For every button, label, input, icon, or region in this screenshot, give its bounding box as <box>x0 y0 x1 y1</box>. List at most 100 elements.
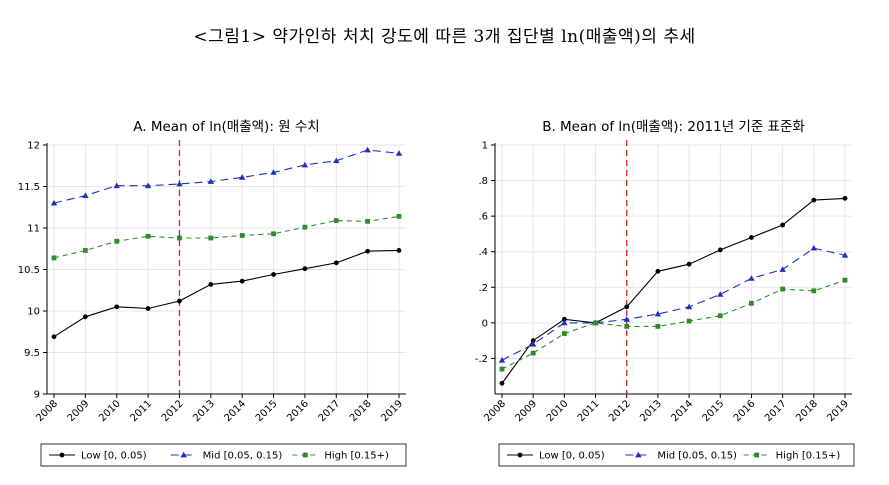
data-point-mid <box>654 310 662 317</box>
y-tick-label: .8 <box>478 176 488 187</box>
data-point-low <box>530 338 536 344</box>
data-point-high <box>239 233 245 238</box>
series-line-mid <box>53 149 400 204</box>
data-point-high <box>561 331 567 336</box>
x-tick-label: 2017 <box>763 398 789 424</box>
data-point-high <box>333 218 339 223</box>
data-point-high <box>208 235 214 241</box>
y-tick-label: 10.5 <box>18 265 40 276</box>
legend-marker-low <box>59 452 65 458</box>
data-point-high <box>749 300 754 306</box>
y-tick-label: .6 <box>478 212 488 223</box>
chart-title: B. Mean of ln(매출액): 2011년 기준 표준화 <box>542 119 805 135</box>
data-point-high <box>396 213 402 219</box>
data-point-high <box>177 235 182 241</box>
data-point-high <box>145 233 151 239</box>
data-point-low <box>780 222 786 228</box>
y-tick-label: 0 <box>482 318 488 329</box>
y-tick-label: 9.5 <box>24 348 40 359</box>
legend-marker-high <box>754 452 760 458</box>
data-point-low <box>271 272 276 277</box>
y-tick-label: 9 <box>34 390 40 401</box>
legend-marker-high <box>302 452 308 458</box>
data-point-low <box>365 248 371 254</box>
data-point-low <box>561 316 567 322</box>
data-point-high <box>499 366 505 372</box>
data-point-high <box>82 248 88 253</box>
data-point-high <box>114 238 120 244</box>
data-point-low <box>177 298 182 304</box>
data-point-mid <box>144 182 152 189</box>
legend-marker-mid <box>635 451 642 458</box>
data-point-mid <box>238 174 246 180</box>
data-point-low <box>51 334 57 340</box>
legend-label-mid: Mid [0.05, 0.15) <box>203 451 283 462</box>
data-point-low <box>208 282 214 287</box>
data-point-high <box>302 224 308 230</box>
data-point-mid <box>50 199 58 206</box>
data-point-mid <box>333 157 340 164</box>
series-line-high <box>501 279 846 370</box>
y-tick-label: 12 <box>27 141 40 152</box>
x-tick-label: 2014 <box>669 398 695 424</box>
data-point-high <box>624 324 630 329</box>
data-point-mid <box>685 303 693 310</box>
data-point-high <box>842 277 848 283</box>
data-point-low <box>624 304 630 310</box>
legend-box <box>498 443 855 467</box>
data-point-mid <box>841 252 849 258</box>
y-tick-label: .4 <box>478 247 488 258</box>
data-point-mid <box>748 275 755 281</box>
data-point-mid <box>810 244 818 251</box>
data-point-mid <box>82 192 89 199</box>
data-point-high <box>365 218 371 224</box>
data-point-mid <box>270 169 277 175</box>
x-tick-label: 2013 <box>638 398 664 424</box>
y-tick-label: 1 <box>482 141 488 152</box>
x-tick-label: 2008 <box>482 398 508 424</box>
x-tick-label: 2010 <box>545 398 571 424</box>
legend-box <box>40 443 407 467</box>
data-point-low <box>145 306 151 311</box>
data-point-high <box>593 320 598 326</box>
series-line-low <box>501 197 846 384</box>
y-tick-label: -.2 <box>475 354 488 365</box>
data-point-low <box>655 268 661 274</box>
data-point-mid <box>623 316 630 322</box>
data-point-low <box>717 247 723 253</box>
data-point-high <box>780 286 786 292</box>
data-point-high <box>717 313 723 319</box>
chart-title: A. Mean of ln(매출액): 원 수치 <box>133 119 319 135</box>
data-point-mid <box>717 291 724 297</box>
data-point-high <box>811 288 817 294</box>
data-point-mid <box>207 178 215 184</box>
data-point-mid <box>529 341 537 347</box>
y-tick-label: .2 <box>478 283 488 294</box>
data-point-mid <box>364 146 371 153</box>
data-point-mid <box>395 150 403 156</box>
data-point-low <box>333 260 339 266</box>
data-point-mid <box>561 319 568 326</box>
legend-label-low: Low [0, 0.05) <box>539 451 605 462</box>
data-point-low <box>811 197 817 203</box>
data-point-high <box>655 324 661 329</box>
x-tick-label: 2015 <box>701 398 727 424</box>
data-point-low <box>82 314 88 320</box>
data-point-low <box>686 261 692 267</box>
data-point-mid <box>779 266 786 272</box>
legend-label-high: High [0.15+) <box>776 451 841 462</box>
legend-label-high: High [0.15+) <box>324 451 389 462</box>
series-line-high <box>53 215 400 259</box>
y-tick-label: 11 <box>27 224 40 235</box>
data-point-mid <box>301 161 309 168</box>
x-tick-label: 2009 <box>514 398 540 424</box>
x-tick-label: 2012 <box>607 398 633 424</box>
x-tick-label: 2018 <box>794 398 820 424</box>
data-point-high <box>51 255 57 261</box>
data-point-mid <box>176 180 183 187</box>
data-point-low <box>396 248 402 253</box>
y-tick-label: 10 <box>27 307 40 318</box>
data-point-mid <box>113 182 120 189</box>
